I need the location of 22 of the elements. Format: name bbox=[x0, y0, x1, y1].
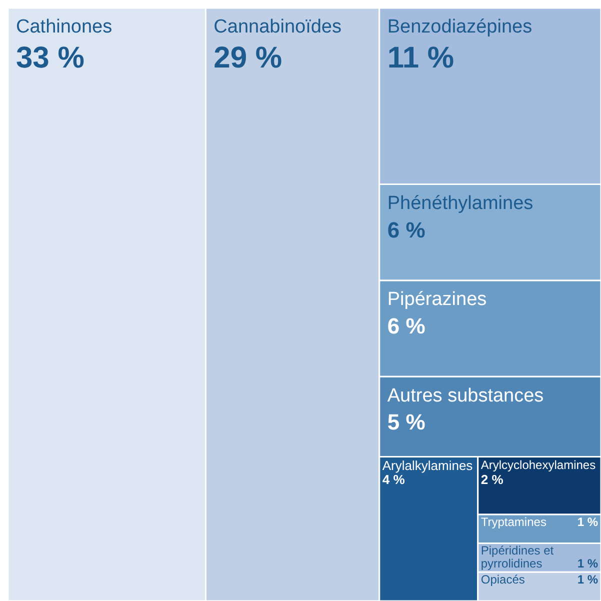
data-label: 29 % bbox=[214, 41, 282, 74]
category-label: Opiacés bbox=[480, 572, 525, 586]
category-label: Pipérazines bbox=[387, 289, 487, 310]
data-label: 4 % bbox=[382, 472, 406, 487]
data-label: 1 % bbox=[577, 556, 598, 571]
category-label: Benzodiazépines bbox=[387, 16, 532, 38]
category-label: Tryptamines bbox=[480, 514, 546, 529]
data-label: 33 % bbox=[16, 41, 84, 74]
category-label: Arylalkylamines bbox=[382, 458, 474, 473]
category-label: Arylcyclohexylamines bbox=[480, 458, 596, 472]
category-label: Pipéridines et pyrrolidines bbox=[480, 544, 554, 571]
category-label: Cathinones bbox=[16, 16, 112, 38]
data-label: 11 % bbox=[387, 41, 454, 74]
data-label: 5 % bbox=[387, 410, 426, 435]
category-label: Autres substances bbox=[387, 385, 544, 406]
data-label: 6 % bbox=[387, 314, 426, 339]
data-label: 2 % bbox=[480, 472, 504, 487]
category-label: Phénéthylamines bbox=[387, 193, 534, 214]
data-label: 6 % bbox=[387, 217, 426, 242]
category-label: Cannabinoïdes bbox=[214, 16, 342, 38]
data-label: 1 % bbox=[577, 514, 598, 529]
data-label: 1 % bbox=[577, 572, 598, 586]
